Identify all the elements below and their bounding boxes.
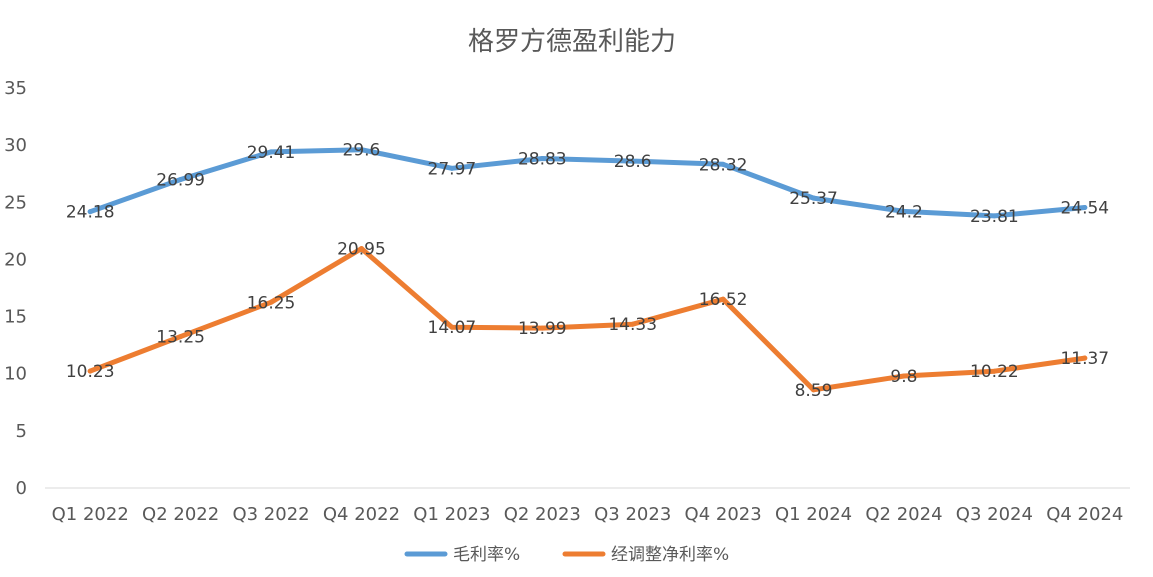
legend-item-1[interactable]: 毛利率% [404,545,520,565]
data-label: 9.8 [890,367,917,387]
series-line-1 [87,147,1088,219]
data-point [87,368,93,374]
data-point [178,334,184,340]
data-label: 14.07 [428,318,477,338]
data-labels: 24.18 26.99 29.41 29.6 27.97 28.83 28.6 28.32 25… [66,141,1109,401]
data-label: 28.6 [614,152,652,172]
data-label: 26.99 [156,171,205,191]
x-tick-label: Q1 2022 [52,504,129,525]
data-label: 24.18 [66,203,115,223]
data-point [901,208,907,214]
data-label: 10.23 [66,362,115,382]
data-label: 10.22 [970,362,1019,382]
data-label: 16.25 [247,293,296,313]
data-point [449,324,455,330]
data-point [358,147,364,153]
data-point [268,149,274,155]
data-point [178,177,184,183]
y-tick-label: 30 [4,135,27,156]
data-label: 24.54 [1060,199,1109,219]
data-point [630,321,636,327]
data-point [991,213,997,219]
data-point [811,195,817,201]
data-label: 28.32 [699,155,748,175]
data-label: 24.2 [885,202,923,222]
legend-label: 毛利率% [453,545,520,565]
y-tick-label: 0 [16,478,27,499]
data-point [358,246,364,252]
legend[interactable]: 毛利率% 经调整净利率% [404,545,729,565]
data-label: 28.83 [518,150,567,170]
data-label: 8.59 [795,381,833,401]
x-tick-label: Q2 2024 [865,504,942,525]
y-tick-label: 35 [4,78,27,99]
x-axis: Q1 2022 Q2 2022 Q3 2022 Q4 2022 Q1 2023 Q2 20… [52,504,1124,525]
data-point [1082,205,1088,211]
data-point [720,161,726,167]
data-label: 14.33 [608,315,657,335]
data-point [539,156,545,162]
x-tick-label: Q4 2024 [1046,504,1123,525]
x-tick-label: Q1 2024 [775,504,852,525]
data-point [720,296,726,302]
data-label: 13.99 [518,319,567,339]
x-tick-label: Q3 2023 [594,504,671,525]
data-label: 13.25 [156,328,205,348]
x-tick-label: Q4 2022 [323,504,400,525]
data-point [630,158,636,164]
data-label: 25.37 [789,189,838,209]
y-tick-label: 20 [4,249,27,270]
x-tick-label: Q3 2022 [232,504,309,525]
series-lines [87,147,1088,393]
y-tick-label: 25 [4,192,27,213]
data-label: 29.6 [343,141,381,161]
x-tick-label: Q1 2023 [413,504,490,525]
data-label: 11.37 [1060,349,1109,369]
data-point [539,325,545,331]
data-point [268,299,274,305]
legend-label: 经调整净利率% [611,545,729,565]
series-line-2 [87,246,1088,393]
x-tick-label: Q2 2022 [142,504,219,525]
legend-item-2[interactable]: 经调整净利率% [562,545,729,565]
x-tick-label: Q3 2024 [956,504,1033,525]
chart-title: 格罗方德盈利能力 [468,27,676,57]
data-point [87,209,93,215]
data-label: 23.81 [970,207,1019,227]
y-axis: 0 5 10 15 20 25 30 35 [4,78,27,499]
y-tick-label: 15 [4,307,27,328]
data-label: 27.97 [428,159,477,179]
y-tick-label: 10 [4,364,27,385]
x-tick-label: Q2 2023 [504,504,581,525]
x-tick-label: Q4 2023 [685,504,762,525]
data-point [811,387,817,393]
data-point [449,165,455,171]
data-point [1082,355,1088,361]
data-label: 20.95 [337,240,386,260]
y-tick-label: 5 [16,421,27,442]
data-label: 29.41 [247,143,296,163]
data-point [991,368,997,374]
data-label: 16.52 [699,290,748,310]
data-point [901,373,907,379]
